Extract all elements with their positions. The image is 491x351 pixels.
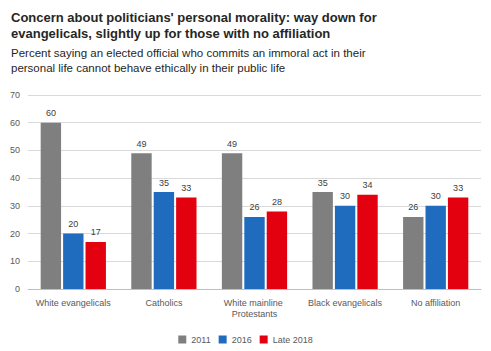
svg-text:Concern about politicians' per: Concern about politicians' personal mora… [11, 10, 380, 25]
svg-text:33: 33 [181, 183, 191, 193]
svg-text:40: 40 [10, 173, 20, 183]
svg-text:evangelicals, slightly up for: evangelicals, slightly up for those with… [11, 26, 330, 41]
svg-text:35: 35 [159, 178, 169, 188]
svg-text:60: 60 [10, 118, 20, 128]
svg-text:49: 49 [136, 139, 146, 149]
svg-text:30: 30 [431, 191, 441, 201]
svg-text:20: 20 [10, 229, 20, 239]
svg-text:17: 17 [91, 227, 101, 237]
svg-text:28: 28 [272, 197, 282, 207]
svg-text:White evangelicals: White evangelicals [36, 298, 112, 308]
svg-text:2011: 2011 [191, 335, 210, 345]
svg-text:2016: 2016 [232, 335, 252, 345]
svg-text:34: 34 [363, 180, 373, 190]
svg-text:Late 2018: Late 2018 [273, 335, 313, 345]
svg-text:70: 70 [10, 90, 20, 100]
svg-text:26: 26 [408, 202, 418, 212]
svg-text:49: 49 [227, 139, 237, 149]
svg-text:personal life cannot behave et: personal life cannot behave ethically in… [11, 62, 285, 74]
svg-text:35: 35 [318, 178, 328, 188]
svg-text:White mainline: White mainline [224, 298, 286, 308]
svg-text:10: 10 [10, 256, 20, 266]
svg-text:Catholics: Catholics [145, 298, 183, 308]
svg-text:20: 20 [68, 219, 78, 229]
svg-text:33: 33 [453, 183, 463, 193]
svg-text:60: 60 [46, 108, 56, 118]
svg-text:30: 30 [340, 191, 350, 201]
svg-text:Percent saying an elected offi: Percent saying an elected official who c… [11, 47, 369, 59]
svg-text:26: 26 [249, 202, 259, 212]
svg-text:0: 0 [15, 284, 20, 294]
svg-text:No affiliation: No affiliation [411, 298, 460, 308]
svg-text:50: 50 [10, 145, 20, 155]
svg-text:Protestants: Protestants [232, 309, 278, 319]
svg-text:30: 30 [10, 201, 20, 211]
svg-text:Black evangelicals: Black evangelicals [308, 298, 383, 308]
